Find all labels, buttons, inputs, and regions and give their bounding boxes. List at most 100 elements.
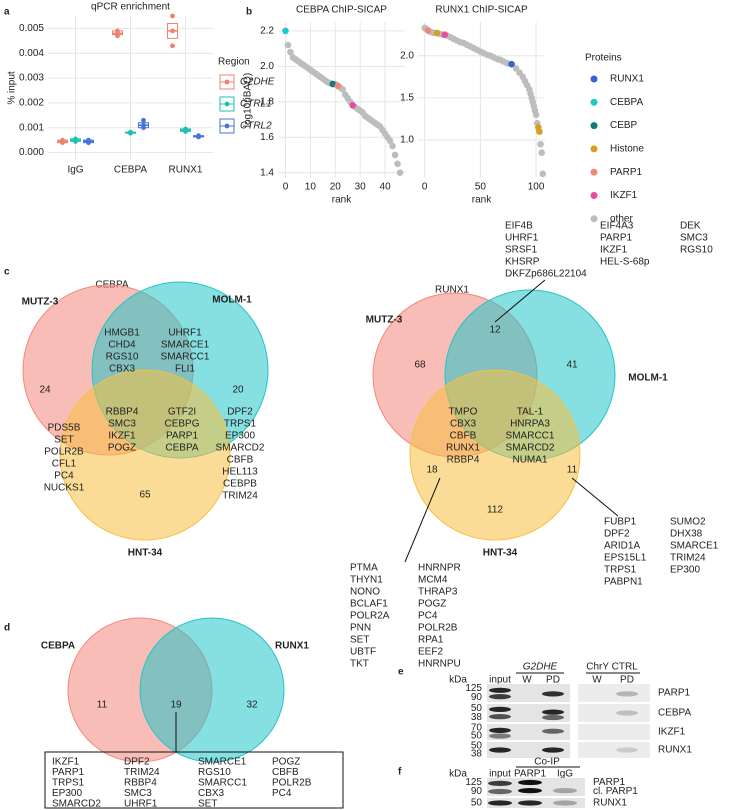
set-label: MOLM-1 [212, 295, 252, 306]
gene-label: TAL-1 [517, 407, 544, 418]
count: 19 [170, 700, 182, 711]
point [389, 142, 396, 150]
gene-label: PC4 [54, 471, 74, 482]
gene-label: PTMA [350, 563, 378, 574]
gene-label: SMC3 [124, 788, 152, 799]
legend-label: CEBP [610, 120, 638, 131]
y-tick-label: 1.5 [400, 93, 414, 104]
band [542, 714, 564, 721]
point [433, 29, 441, 37]
band [489, 727, 511, 734]
gene-label: SET [198, 799, 217, 810]
x-tick-label: 30 [355, 182, 367, 193]
lane-label: PARP1 [514, 769, 546, 780]
set-label: HNT-34 [483, 548, 518, 559]
set-label: HNT-34 [128, 548, 163, 559]
gene-label: EPS15L1 [604, 553, 647, 564]
lane-label: PD [546, 675, 560, 686]
count: 68 [414, 360, 426, 371]
group-label: G2DHE [523, 662, 558, 673]
gene-label: EEF2 [418, 647, 443, 658]
gene-label: POLR2A [350, 611, 390, 622]
band [553, 800, 577, 806]
count: 41 [566, 360, 578, 371]
gene-label: CEBPA [165, 443, 198, 454]
count: 20 [232, 385, 244, 396]
gene-label: PARP1 [600, 233, 632, 244]
protein-label: RUNX1 [658, 745, 692, 756]
gene-label: THYN1 [350, 575, 383, 586]
point [537, 140, 544, 148]
point [349, 102, 357, 109]
venn-set [59, 369, 231, 541]
callout-line [404, 477, 441, 563]
legend-label: other [610, 213, 633, 224]
point [287, 48, 294, 56]
gene-label: CBX3 [198, 788, 225, 799]
band [489, 714, 511, 720]
count: 32 [246, 700, 258, 711]
gene-label: SMARCD2 [506, 443, 555, 454]
gene-label: SUMO2 [670, 517, 706, 528]
point [284, 41, 292, 49]
panel-label: a [4, 7, 10, 18]
x-tick-label: 0 [422, 182, 428, 193]
legend-swatch [590, 192, 598, 199]
lane-label: PD [620, 675, 634, 686]
gene-label: PDS5B [48, 423, 81, 434]
y-tick-label: 1.4 [260, 167, 274, 178]
point [538, 149, 545, 157]
point [532, 111, 540, 119]
gene-label: IKZF1 [108, 431, 136, 442]
y-tick-label: 0.000 [19, 147, 44, 158]
set-label: MUTZ-3 [22, 297, 59, 308]
band [518, 779, 542, 786]
gene-label: POGZ [418, 599, 446, 610]
legend-swatch [590, 145, 598, 153]
marker-label: 50 [471, 741, 483, 752]
blot [578, 704, 650, 722]
legend-swatch [590, 168, 598, 176]
gene-label: SMARCD2 [216, 443, 265, 454]
gene-label: PARP1 [166, 431, 198, 442]
legend-label: RUNX1 [610, 74, 644, 85]
gene-label: TRIM24 [124, 767, 160, 778]
x-axis-label: rank [472, 195, 492, 206]
gene-label: PC4 [272, 788, 292, 799]
gene-label: DPF2 [124, 757, 150, 768]
legend-label: Histone [610, 144, 644, 155]
gene-label: TRPS1 [52, 778, 85, 789]
venn-set [409, 369, 581, 541]
y-tick-label: 0.002 [19, 98, 44, 109]
legend-label: G2DHE [240, 77, 275, 88]
band [489, 747, 511, 753]
band [489, 733, 511, 739]
panel-label: e [398, 667, 404, 678]
x-tick-label: 100 [528, 182, 545, 193]
gene-label: POGZ [272, 757, 300, 768]
point [536, 128, 543, 135]
gene-label: BCLAF1 [350, 599, 388, 610]
gene-label: ARID1A [604, 541, 640, 552]
gene-label: RGS10 [106, 352, 139, 363]
blot [578, 684, 650, 702]
legend-swatch [224, 79, 230, 85]
point [394, 160, 401, 168]
gene-label: EIF4B [505, 221, 533, 232]
count: 24 [39, 385, 51, 396]
gene-label: CBFB [227, 455, 254, 466]
protein-label: RUNX1 [593, 798, 627, 809]
gene-label: HNRNPR [418, 563, 461, 574]
y-axis-label: log10(iBAQ) [243, 73, 254, 127]
kda-label: kDa [449, 675, 467, 686]
gene-label: TRPS1 [224, 419, 257, 430]
gene-label: NUMA1 [512, 455, 547, 466]
marker-label: 50 [471, 703, 483, 714]
marker-label: 38 [471, 749, 483, 760]
count: 11 [97, 700, 108, 711]
gene-label: PNN [350, 623, 371, 634]
gene-label: TKT [350, 659, 369, 670]
band [488, 788, 512, 795]
point [441, 31, 449, 38]
gene-label: SMC3 [680, 233, 708, 244]
